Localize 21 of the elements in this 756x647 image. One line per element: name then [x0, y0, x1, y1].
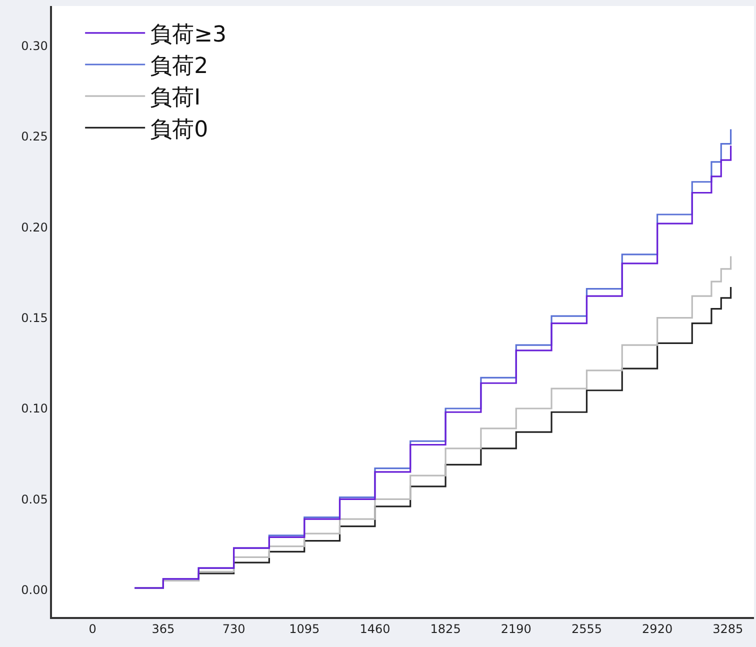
y-tick-label: 0.10: [21, 402, 48, 416]
y-tick-label: 0.20: [21, 220, 48, 234]
x-tick-label: 1095: [289, 622, 320, 636]
y-tick-label: 0.05: [21, 492, 48, 506]
y-tick-label: 0.00: [21, 583, 48, 597]
x-tick-label: 365: [152, 622, 175, 636]
x-tick-label: 3285: [712, 622, 744, 636]
x-tick-label: 2920: [642, 622, 673, 636]
legend-label: 負荷≥3: [150, 22, 227, 48]
legend-label: 負荷2: [150, 54, 208, 80]
x-tick-label: 1825: [430, 622, 461, 636]
x-tick-label: 2190: [500, 622, 532, 636]
y-tick-label: 0.15: [21, 311, 48, 326]
y-tick-label: 0.25: [21, 130, 48, 144]
legend-label: 負荷0: [150, 117, 208, 142]
x-tick-label: 1460: [360, 622, 390, 636]
x-tick-label: 730: [222, 622, 246, 636]
y-tick-label: 0.30: [21, 39, 48, 54]
x-tick-label: 2555: [571, 622, 602, 636]
x-tick-label: 0: [88, 622, 96, 636]
legend-label: 負荷I: [150, 86, 201, 111]
